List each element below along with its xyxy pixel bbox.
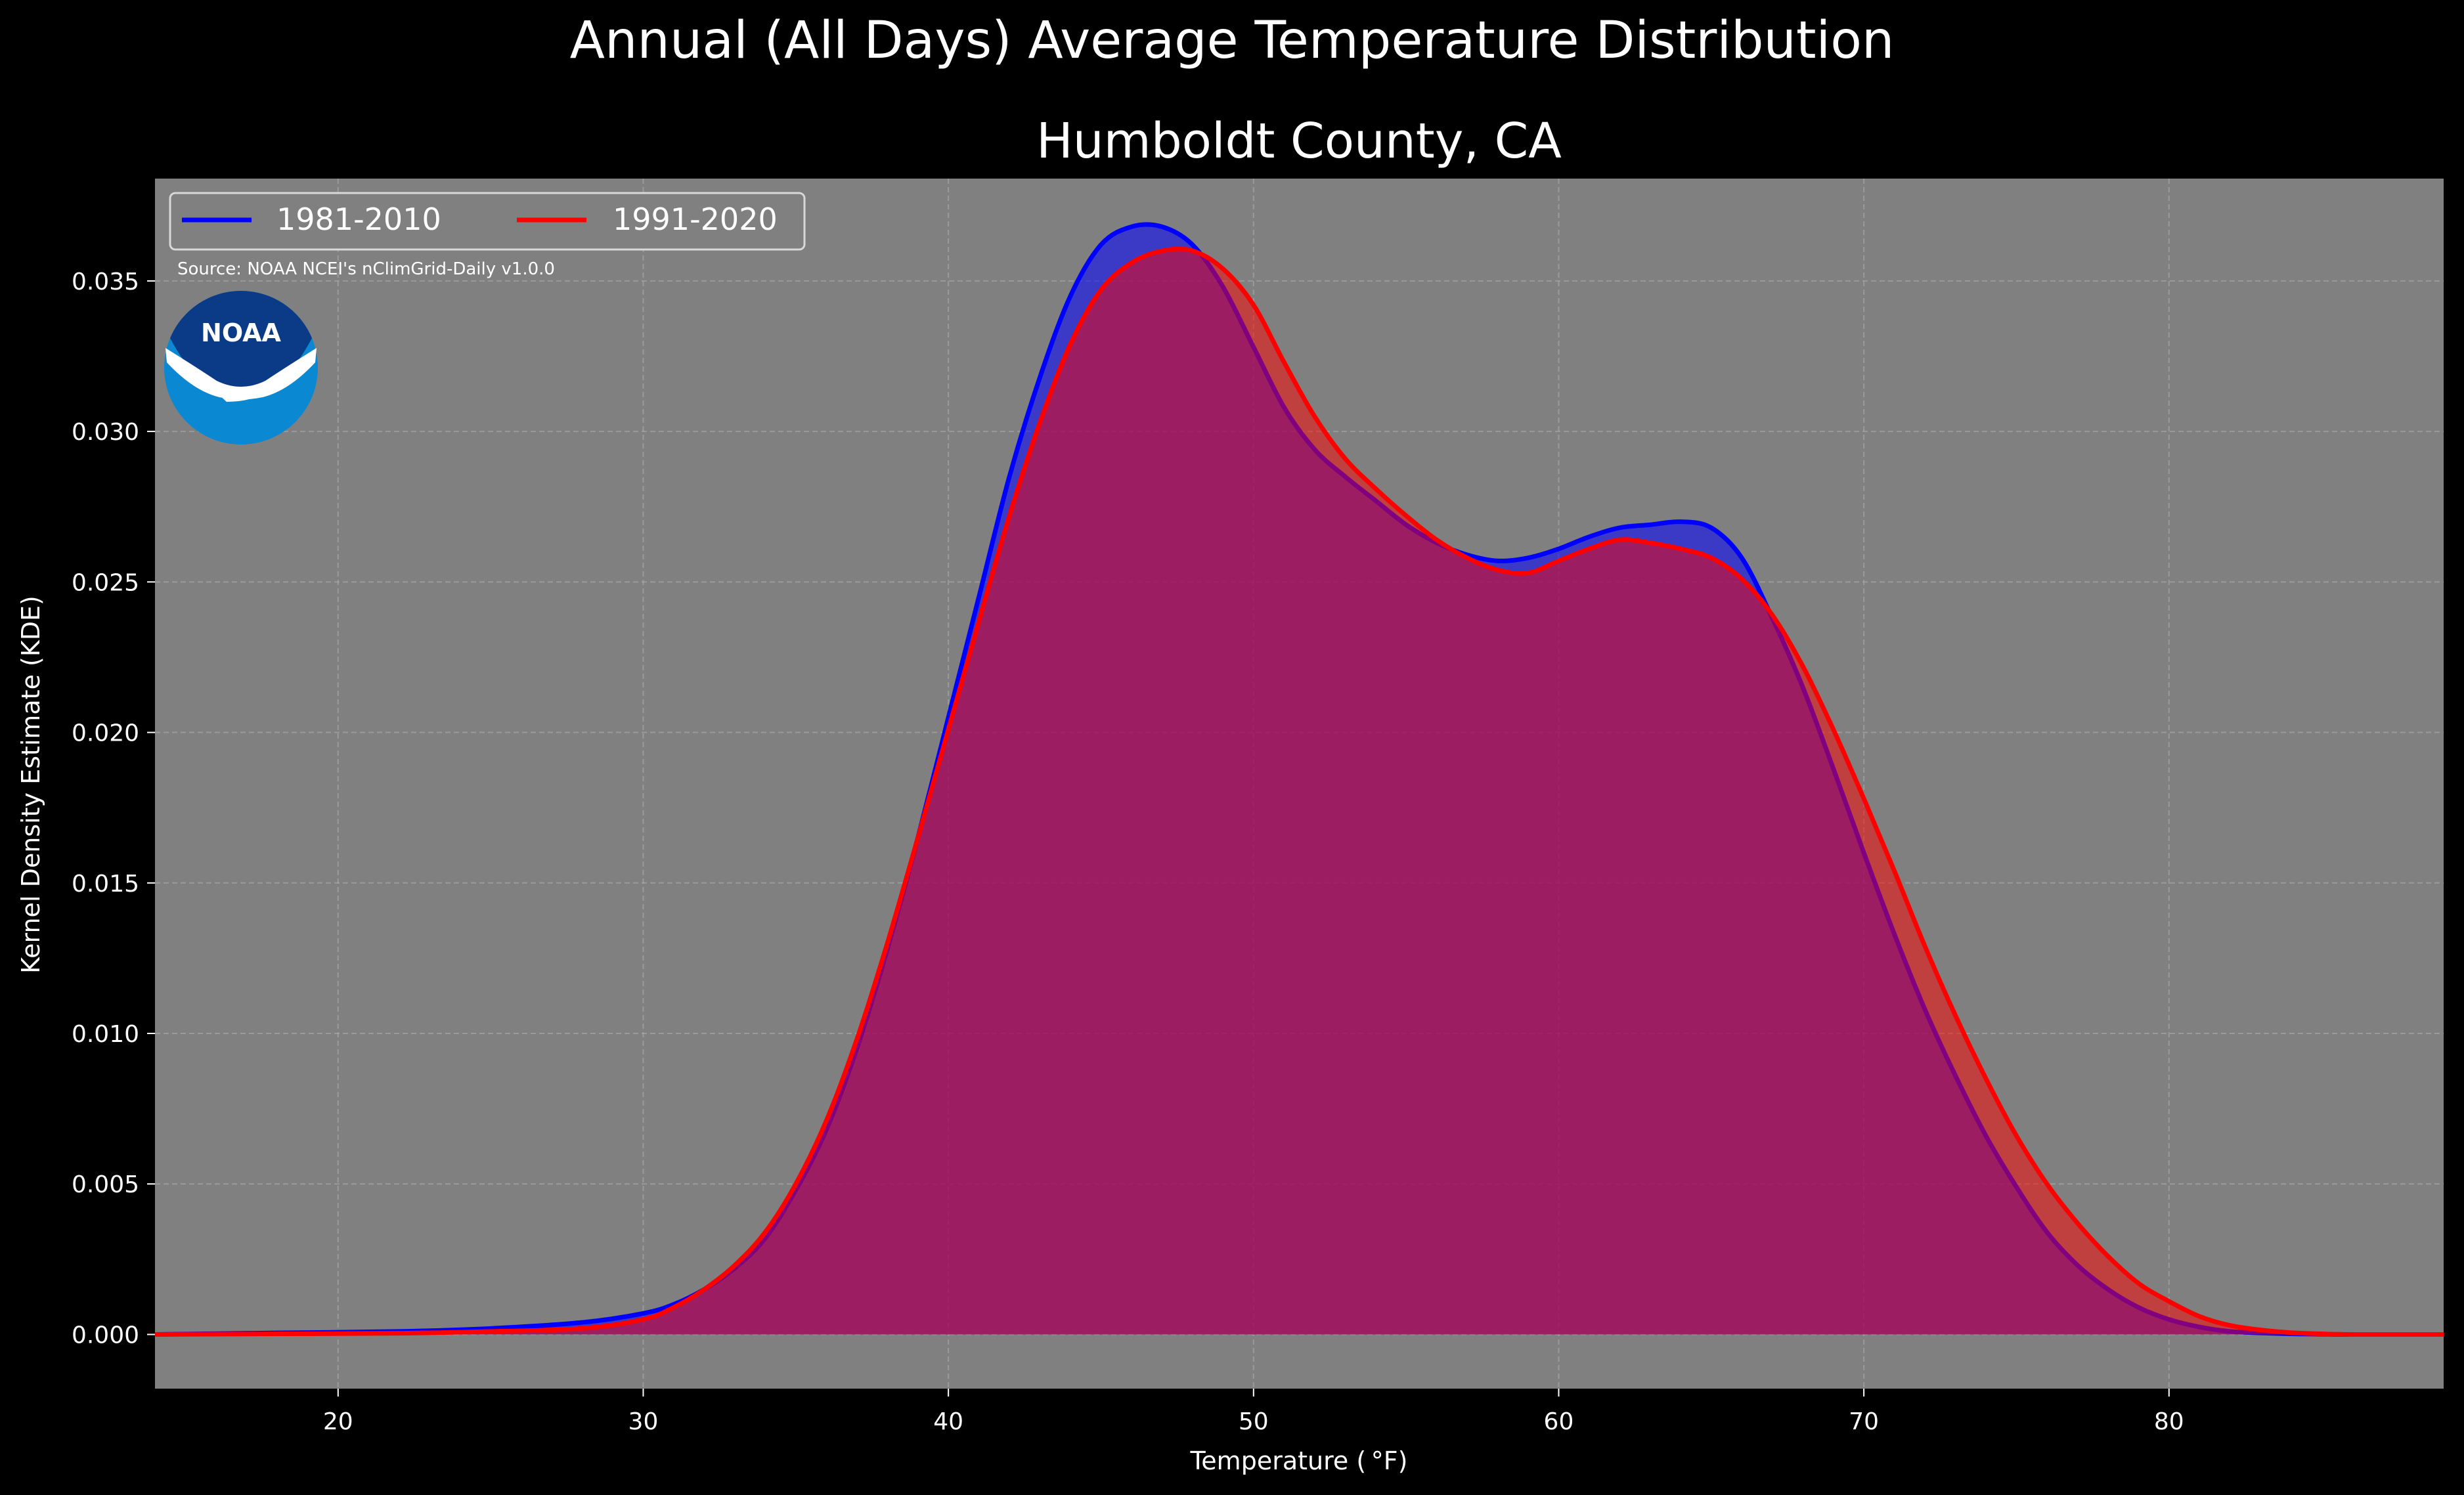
series-area-1991-2020 — [155, 249, 2444, 1335]
x-tick-label: 20 — [323, 1408, 353, 1435]
x-tick-label: 80 — [2154, 1408, 2184, 1435]
noaa-logo-text: NOAA — [201, 318, 281, 347]
x-axis-label: Temperature ( °F) — [1190, 1446, 1408, 1475]
y-tick-label: 0.010 — [72, 1021, 139, 1048]
y-axis: 0.000 0.005 0.010 0.015 0.020 0.025 0.030 0.035 — [72, 269, 155, 1349]
x-tick-label: 70 — [1849, 1408, 1879, 1435]
legend-label-1981-2010: 1981-2010 — [276, 202, 441, 237]
series-layer — [154, 222, 2444, 1337]
y-tick-label: 0.015 — [72, 871, 139, 898]
x-tick-label: 30 — [628, 1408, 659, 1435]
x-tick-label: 60 — [1544, 1408, 1574, 1435]
series-line-1991-2020 — [154, 246, 2444, 1337]
source-note: Source: NOAA NCEI's nClimGrid-Daily v1.0… — [177, 259, 555, 279]
y-axis-label: Kernel Density Estimate (KDE) — [16, 596, 45, 974]
x-tick-label: 40 — [933, 1408, 963, 1435]
y-tick-label: 0.030 — [72, 419, 139, 446]
legend-label-1991-2020: 1991-2020 — [613, 202, 778, 237]
figure-suptitle: Annual (All Days) Average Temperature Di… — [570, 11, 1895, 70]
x-axis: 20 30 40 50 60 70 80 — [323, 1389, 2184, 1435]
y-tick-label: 0.035 — [72, 269, 139, 295]
legend-box — [169, 192, 806, 251]
noaa-logo: NOAA — [164, 291, 318, 444]
x-tick-label: 50 — [1239, 1408, 1269, 1435]
y-tick-label: 0.000 — [72, 1322, 139, 1349]
chart-title: Humboldt County, CA — [1036, 113, 1562, 169]
y-tick-label: 0.025 — [72, 569, 139, 596]
legend: 1981-2010 1991-2020 — [169, 192, 806, 251]
y-tick-label: 0.020 — [72, 720, 139, 747]
y-tick-label: 0.005 — [72, 1171, 139, 1198]
